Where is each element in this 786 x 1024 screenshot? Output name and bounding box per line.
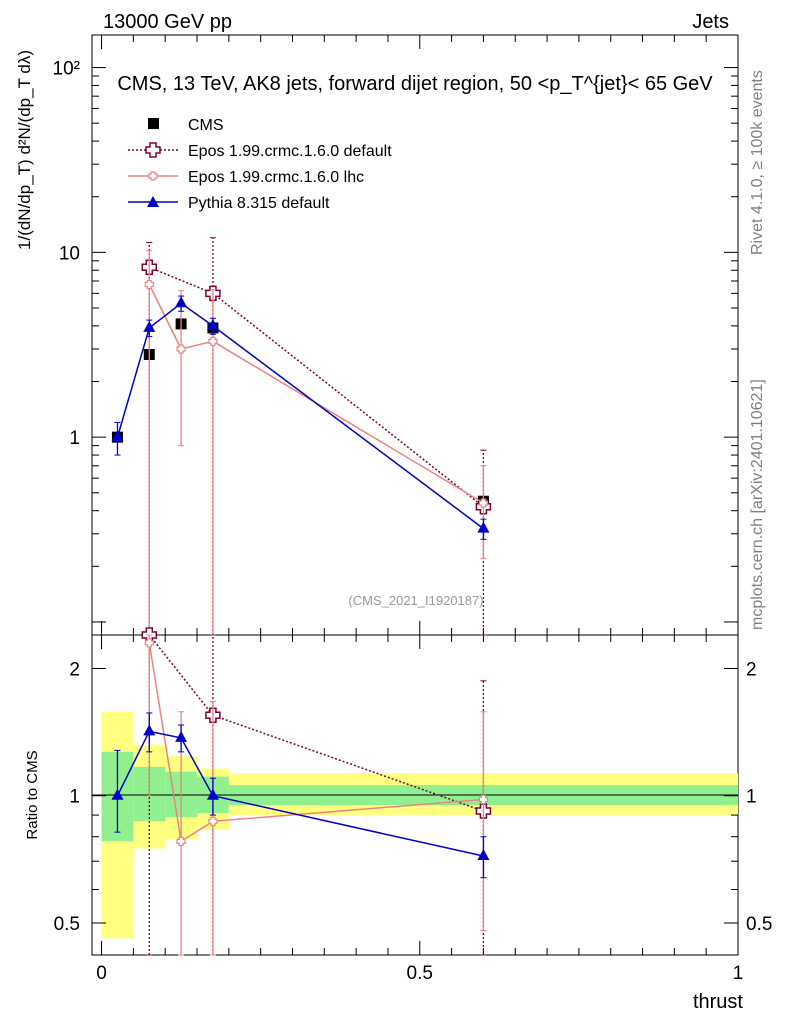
main-series-pythia-8-315-default-line [116, 302, 484, 530]
ratio-series-epos-1-99-crmc-1-6-0-lhc-point [478, 794, 489, 805]
ratio-series-epos-1-99-crmc-1-6-0-lhc-point [176, 836, 186, 846]
main-series-epos-1-99-crmc-1-6-0-lhc-point [144, 279, 154, 290]
ratio-y-tick-label: 2 [69, 659, 80, 680]
ratio-series-pythia-8-315-default-point [111, 788, 124, 800]
ratio-y-tick-label: 0.5 [54, 914, 80, 935]
main-series-epos-1-99-crmc-1-6-0-default [141, 237, 492, 636]
main-series-pythia-8-315-default [111, 295, 490, 540]
main-series-cms [111, 318, 489, 507]
ratio-uncertainty-bands [101, 711, 738, 939]
ratio-y-axis-label: Ratio to CMS [24, 750, 41, 839]
chart-title: CMS, 13 TeV, AK8 jets, forward dijet reg… [117, 73, 713, 95]
legend-label-epos-lhc: Epos 1.99.crmc.1.6.0 lhc [188, 169, 364, 186]
legend-label-pythia: Pythia 8.315 default [188, 195, 330, 212]
main-series-pythia-8-315-default-point [175, 296, 188, 308]
rivet-label: Rivet 4.1.0, ≥ 100k events [749, 70, 766, 255]
main-series-epos-1-99-crmc-1-6-0-default-line [148, 266, 484, 508]
ratio-y-tick-label-right: 1 [746, 787, 757, 808]
ratio-series-epos-1-99-crmc-1-6-0-default-line [148, 634, 484, 812]
main-series-pythia-8-315-default-point [111, 430, 124, 442]
category-label: Jets [692, 11, 729, 33]
legend-label-cms: CMS [188, 117, 224, 134]
main-series-group [111, 237, 492, 636]
ratio-y-tick-label-right: 0.5 [746, 914, 772, 935]
ratio-x-tick-label: 0 [96, 963, 107, 984]
legend-entry-epos-default: Epos 1.99.crmc.1.6.0 default [128, 142, 392, 160]
legend-label-epos-default: Epos 1.99.crmc.1.6.0 default [188, 143, 392, 160]
main-series-epos-1-99-crmc-1-6-0-lhc-line [148, 284, 484, 504]
main-y-tick-label: 1 [69, 428, 80, 449]
main-series-pythia-8-315-default-point [477, 521, 490, 533]
ratio-axis-ticks: 0 0.5 1 0.5 0.5 1 1 2 2 [54, 635, 772, 984]
ratio-y-tick-label-right: 2 [746, 659, 757, 680]
ratio-series-pythia-8-315-default-point [477, 849, 490, 861]
ratio-series-group [111, 627, 492, 956]
analysis-id-label: (CMS_2021_I1920187) [348, 593, 483, 608]
ratio-series-pythia-8-315-default [111, 712, 490, 879]
legend-entry-pythia: Pythia 8.315 default [128, 195, 330, 212]
legend-entry-cms: CMS [148, 117, 224, 134]
legend-marker-epos-lhc [148, 171, 158, 181]
main-y-axis-label: 1/(dN/dp_T) d²N/(dp_T dλ) [15, 50, 34, 250]
ratio-x-tick-label: 0.5 [407, 963, 433, 984]
x-axis-label: thrust [693, 991, 743, 1013]
main-series-pythia-8-315-default-point [143, 320, 156, 332]
legend-marker-epos-default [145, 142, 161, 158]
main-y-tick-label: 10² [53, 59, 80, 80]
mcplots-label: mcplots.cern.ch [arXiv:2401.10621] [749, 379, 766, 630]
main-series-epos-1-99-crmc-1-6-0-lhc-point [176, 344, 186, 354]
ratio-series-pythia-8-315-default-point [175, 730, 188, 742]
ratio-y-tick-label: 1 [69, 787, 80, 808]
ratio-series-pythia-8-315-default-point [143, 724, 156, 736]
energy-label: 13000 GeV pp [103, 11, 232, 33]
main-series-epos-1-99-crmc-1-6-0-lhc [144, 250, 489, 636]
legend: CMS Epos 1.99.crmc.1.6.0 default Epos 1.… [128, 117, 392, 212]
ratio-series-epos-1-99-crmc-1-6-0-lhc-line [148, 642, 484, 843]
ratio-series-epos-1-99-crmc-1-6-0-lhc [144, 634, 489, 956]
ratio-series-epos-1-99-crmc-1-6-0-lhc-point [144, 638, 154, 648]
ratio-x-tick-label: 1 [733, 963, 744, 984]
chart-title-text: CMS, 13 TeV, AK8 jets, forward dijet reg… [117, 73, 713, 95]
main-series-pythia-8-315-default-point [206, 318, 219, 330]
ratio-series-epos-1-99-crmc-1-6-0-lhc-point [208, 816, 218, 826]
ratio-series-pythia-8-315-default-point [206, 788, 219, 800]
main-series-epos-1-99-crmc-1-6-0-lhc-point [208, 336, 218, 346]
legend-entry-epos-lhc: Epos 1.99.crmc.1.6.0 lhc [128, 169, 364, 186]
main-series-epos-1-99-crmc-1-6-0-lhc-point [478, 498, 489, 508]
legend-marker-cms [148, 118, 159, 129]
main-axis-ticks: 1 10 10² [53, 35, 739, 635]
legend-marker-pythia [147, 196, 159, 207]
main-y-tick-label: 10 [59, 243, 80, 264]
